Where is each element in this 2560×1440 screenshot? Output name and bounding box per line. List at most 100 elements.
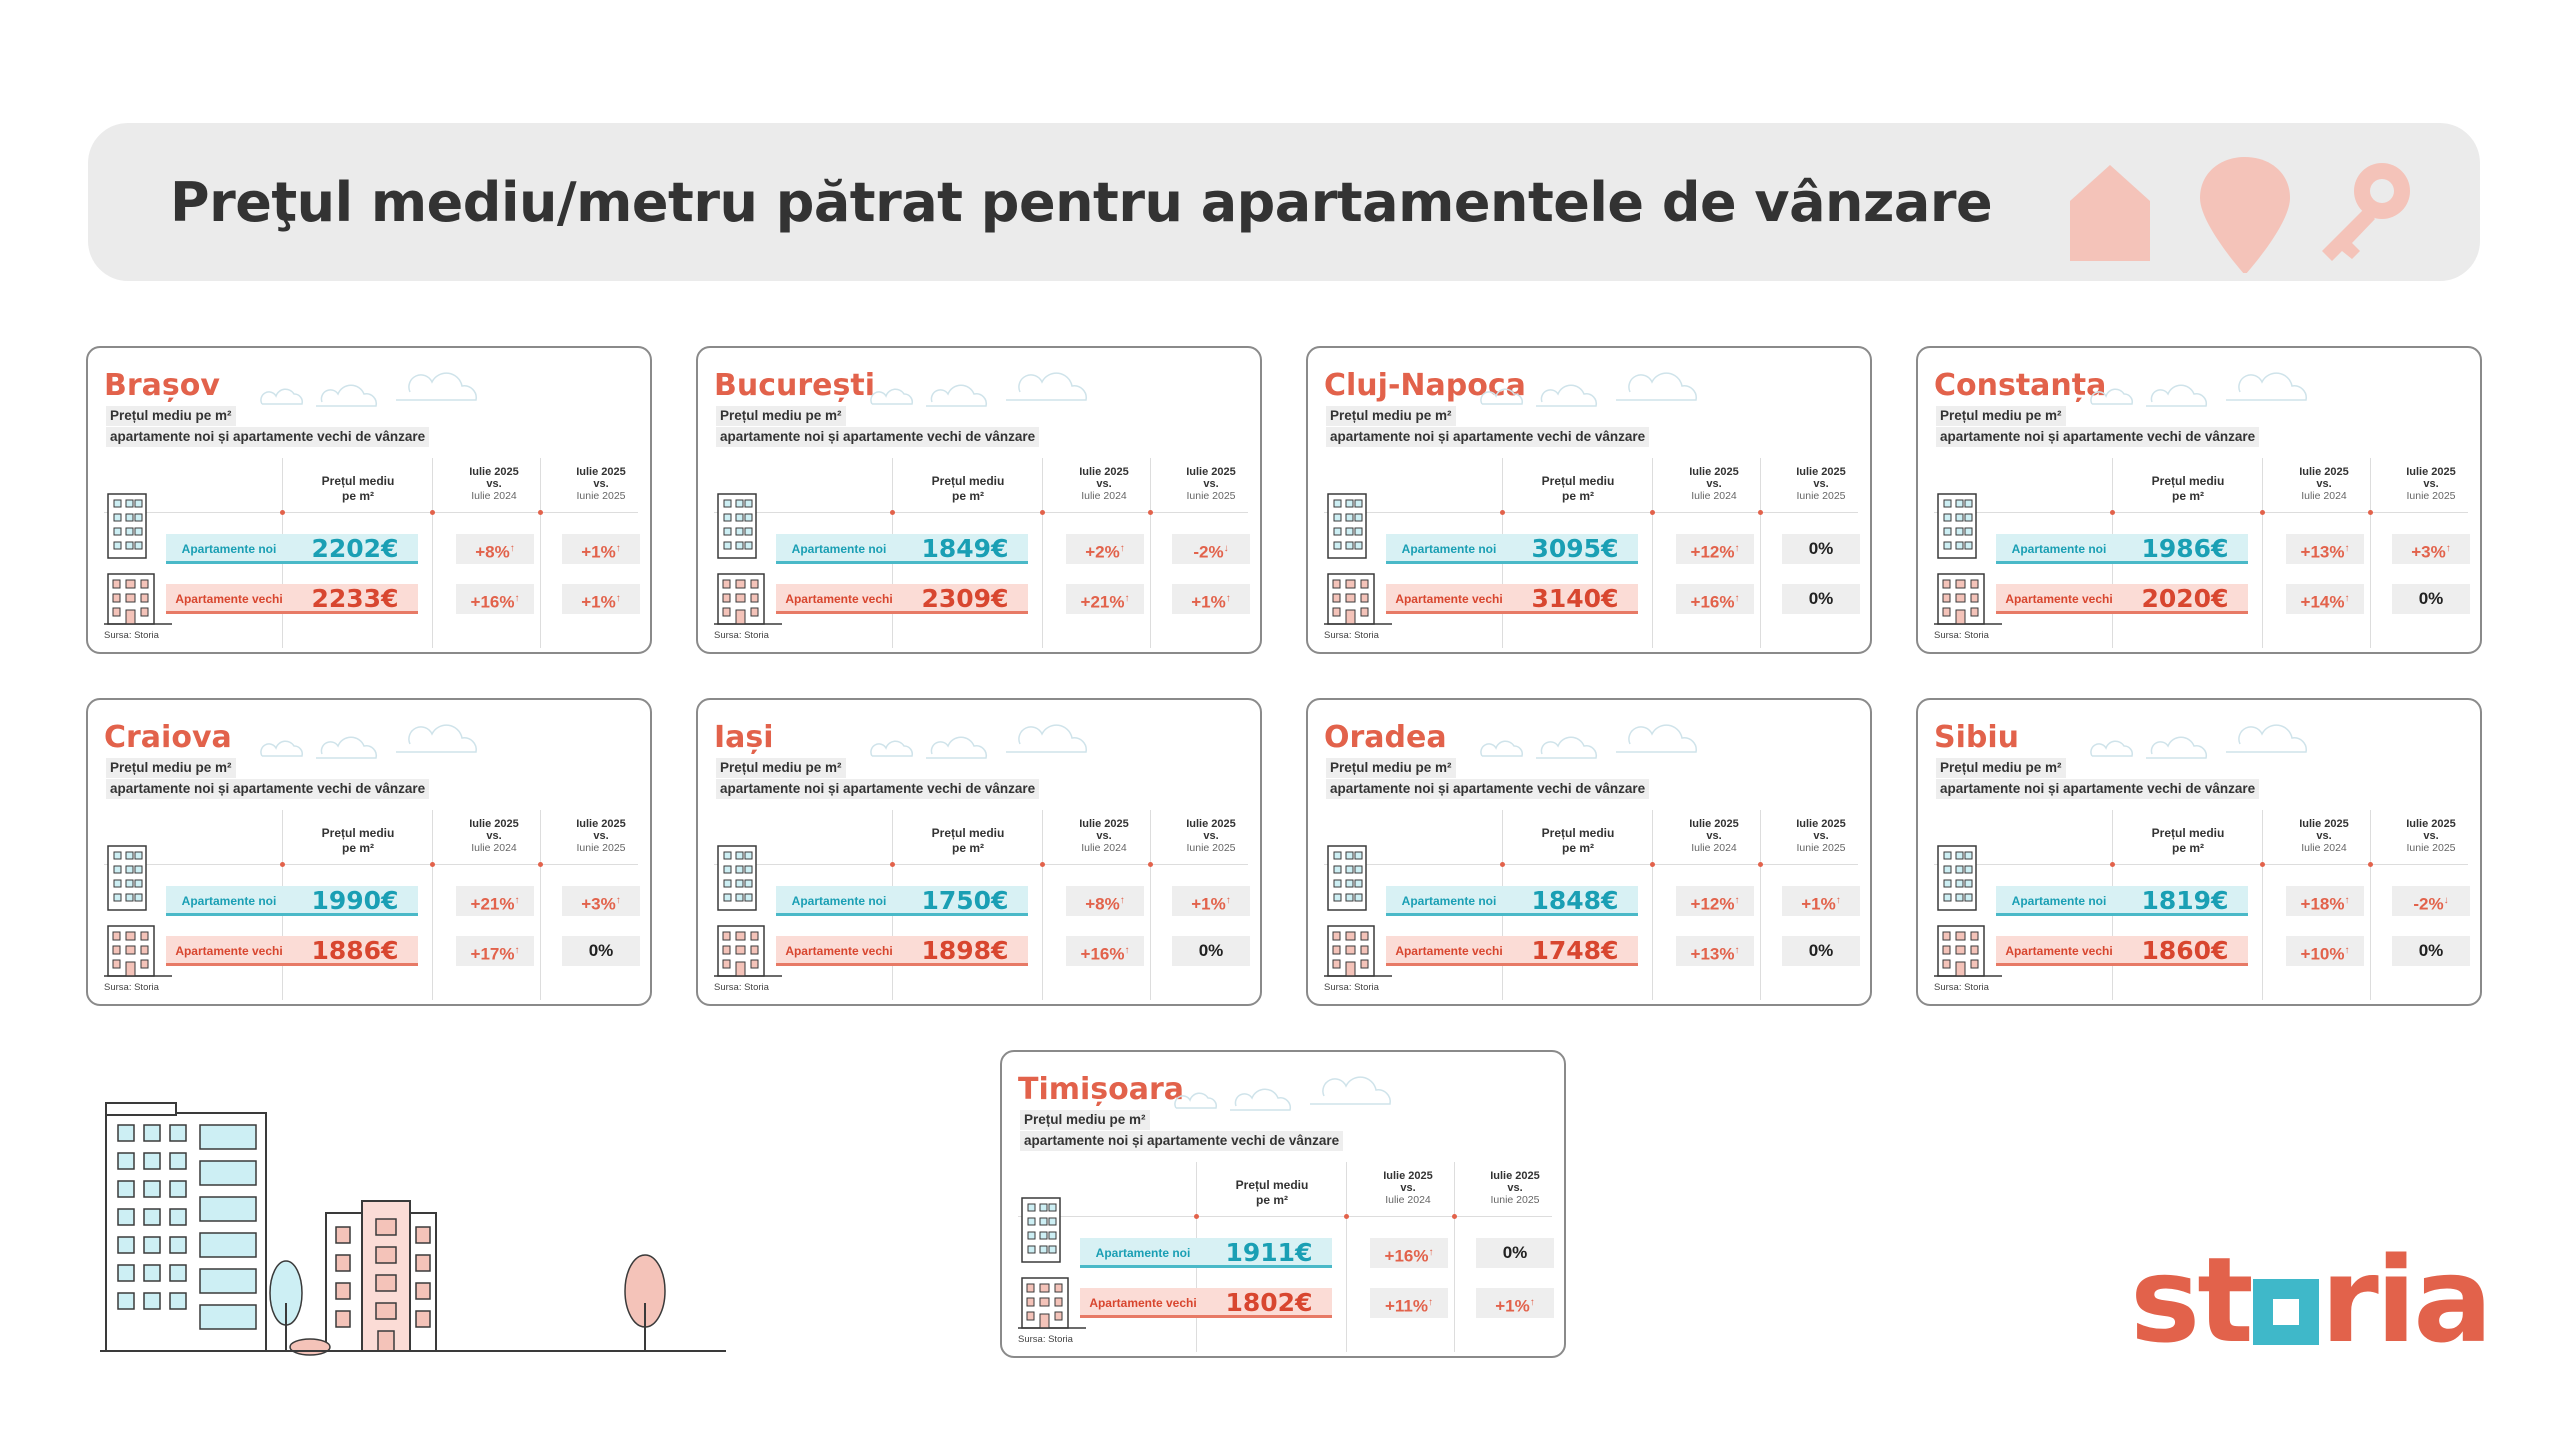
divider-dot — [538, 862, 543, 867]
yoy-column-header: Iulie 2025 vs. Iulie 2024 — [1079, 466, 1129, 502]
logo-text-part: ria — [2320, 1231, 2493, 1369]
building-icon — [1018, 1197, 1086, 1329]
trend-arrow-icon: ↑ — [2344, 593, 2350, 604]
card-subtitle: Prețul mediu pe m² apartamente noi și ap… — [106, 406, 430, 448]
mom-column-header: Iulie 2025 vs. Iunie 2025 — [2406, 818, 2456, 854]
old-apartments-label: Apartamente vechi — [1386, 936, 1512, 966]
price-column-header: Prețul mediu pe m² — [2151, 826, 2225, 855]
new-mom-change: 0% — [1782, 534, 1860, 564]
new-apartments-price: 1986€ — [2122, 534, 2248, 564]
old-mom-change: +1%↑ — [1172, 584, 1250, 614]
trend-arrow-icon: ↑ — [514, 945, 520, 956]
source-note: Sursa: Storia — [104, 982, 159, 993]
trend-arrow-icon: ↑ — [2445, 543, 2451, 554]
mom-column-header: Iulie 2025 vs. Iunie 2025 — [1186, 818, 1236, 854]
new-yoy-change: +13%↑ — [2286, 534, 2364, 564]
mom-column-header: Iulie 2025 vs. Iunie 2025 — [576, 818, 626, 854]
divider-dot — [2368, 510, 2373, 515]
new-apartments-price: 3095€ — [1512, 534, 1638, 564]
new-apartments-price: 1911€ — [1206, 1238, 1332, 1268]
price-column-header: Prețul mediu pe m² — [321, 474, 395, 503]
new-mom-change: +3%↑ — [562, 886, 640, 916]
old-apartments-label: Apartamente vechi — [1386, 584, 1512, 614]
table-divider — [1454, 1162, 1455, 1352]
old-yoy-change: +16%↑ — [1066, 936, 1144, 966]
old-apartments-label: Apartamente vechi — [1080, 1288, 1206, 1318]
city-card: Sibiu Prețul mediu pe m² apartamente noi… — [1916, 698, 2482, 1006]
mom-column-header: Iulie 2025 vs. Iunie 2025 — [1490, 1170, 1540, 1206]
building-icon — [1324, 845, 1392, 977]
table-divider — [1018, 1216, 1552, 1217]
yoy-column-header: Iulie 2025 vs. Iulie 2024 — [1689, 818, 1739, 854]
trend-arrow-icon: ↑ — [1529, 1297, 1535, 1308]
city-name: Oradea — [1324, 720, 1447, 755]
header-icons — [2070, 157, 2410, 273]
price-column-header: Prețul mediu pe m² — [321, 826, 395, 855]
divider-dot — [2368, 862, 2373, 867]
table-divider — [540, 810, 541, 1000]
table-divider — [2370, 458, 2371, 648]
city-name: Constanța — [1934, 368, 2107, 403]
card-subtitle: Prețul mediu pe m² apartamente noi și ap… — [1936, 406, 2260, 448]
table-divider — [432, 810, 433, 1000]
trend-arrow-icon: ↑ — [1119, 543, 1125, 554]
trend-arrow-icon: ↑ — [1734, 593, 1740, 604]
trend-arrow-icon: ↑ — [509, 543, 515, 554]
table-divider — [1324, 512, 1858, 513]
new-apartments-price: 1848€ — [1512, 886, 1638, 916]
mom-column-header: Iulie 2025 vs. Iunie 2025 — [576, 466, 626, 502]
trend-arrow-icon: ↑ — [2344, 945, 2350, 956]
new-yoy-change: +18%↑ — [2286, 886, 2364, 916]
table-divider — [714, 512, 1248, 513]
source-note: Sursa: Storia — [1018, 1334, 1073, 1345]
city-card: Brașov Prețul mediu pe m² apartamente no… — [86, 346, 652, 654]
table-divider — [104, 864, 638, 865]
new-apartments-price: 1849€ — [902, 534, 1028, 564]
divider-dot — [2110, 510, 2115, 515]
divider-dot — [1758, 510, 1763, 515]
source-note: Sursa: Storia — [104, 630, 159, 641]
new-mom-change: -2%↓ — [2392, 886, 2470, 916]
city-card: Iași Prețul mediu pe m² apartamente noi … — [696, 698, 1262, 1006]
new-yoy-change: +21%↑ — [456, 886, 534, 916]
card-subtitle: Prețul mediu pe m² apartamente noi și ap… — [1020, 1110, 1344, 1152]
divider-dot — [1344, 1214, 1349, 1219]
card-subtitle: Prețul mediu pe m² apartamente noi și ap… — [1936, 758, 2260, 800]
building-icon — [714, 845, 782, 977]
trend-arrow-icon: ↑ — [2344, 895, 2350, 906]
old-apartments-label: Apartamente vechi — [776, 584, 902, 614]
yoy-column-header: Iulie 2025 vs. Iulie 2024 — [2299, 466, 2349, 502]
new-mom-change: -2%↓ — [1172, 534, 1250, 564]
old-mom-change: 0% — [2392, 936, 2470, 966]
divider-dot — [430, 510, 435, 515]
table-divider — [2262, 458, 2263, 648]
old-apartments-label: Apartamente vechi — [1996, 936, 2122, 966]
old-apartments-price: 1898€ — [902, 936, 1028, 966]
divider-dot — [1758, 862, 1763, 867]
page-title: Preţul mediu/metru pătrat pentru apartam… — [170, 171, 1993, 234]
yoy-column-header: Iulie 2025 vs. Iulie 2024 — [469, 466, 519, 502]
trend-arrow-icon: ↑ — [1119, 895, 1125, 906]
table-divider — [1652, 458, 1653, 648]
divider-dot — [2260, 862, 2265, 867]
logo-square — [2252, 1279, 2319, 1345]
source-note: Sursa: Storia — [714, 982, 769, 993]
divider-dot — [280, 510, 285, 515]
new-apartments-label: Apartamente noi — [1080, 1238, 1206, 1268]
table-divider — [1934, 512, 2468, 513]
old-yoy-change: +11%↑ — [1370, 1288, 1448, 1318]
divider-dot — [280, 862, 285, 867]
divider-dot — [1194, 1214, 1199, 1219]
house-icon — [2070, 165, 2150, 261]
trend-arrow-icon: ↑ — [615, 593, 621, 604]
trend-arrow-icon: ↑ — [1835, 895, 1841, 906]
city-card: Constanța Prețul mediu pe m² apartamente… — [1916, 346, 2482, 654]
mom-column-header: Iulie 2025 vs. Iunie 2025 — [1796, 818, 1846, 854]
old-mom-change: +1%↑ — [1476, 1288, 1554, 1318]
table-divider — [1150, 810, 1151, 1000]
old-apartments-price: 1802€ — [1206, 1288, 1332, 1318]
old-yoy-change: +10%↑ — [2286, 936, 2364, 966]
trend-arrow-icon: ↑ — [1225, 593, 1231, 604]
old-mom-change: 0% — [1782, 584, 1860, 614]
city-card: București Prețul mediu pe m² apartamente… — [696, 346, 1262, 654]
